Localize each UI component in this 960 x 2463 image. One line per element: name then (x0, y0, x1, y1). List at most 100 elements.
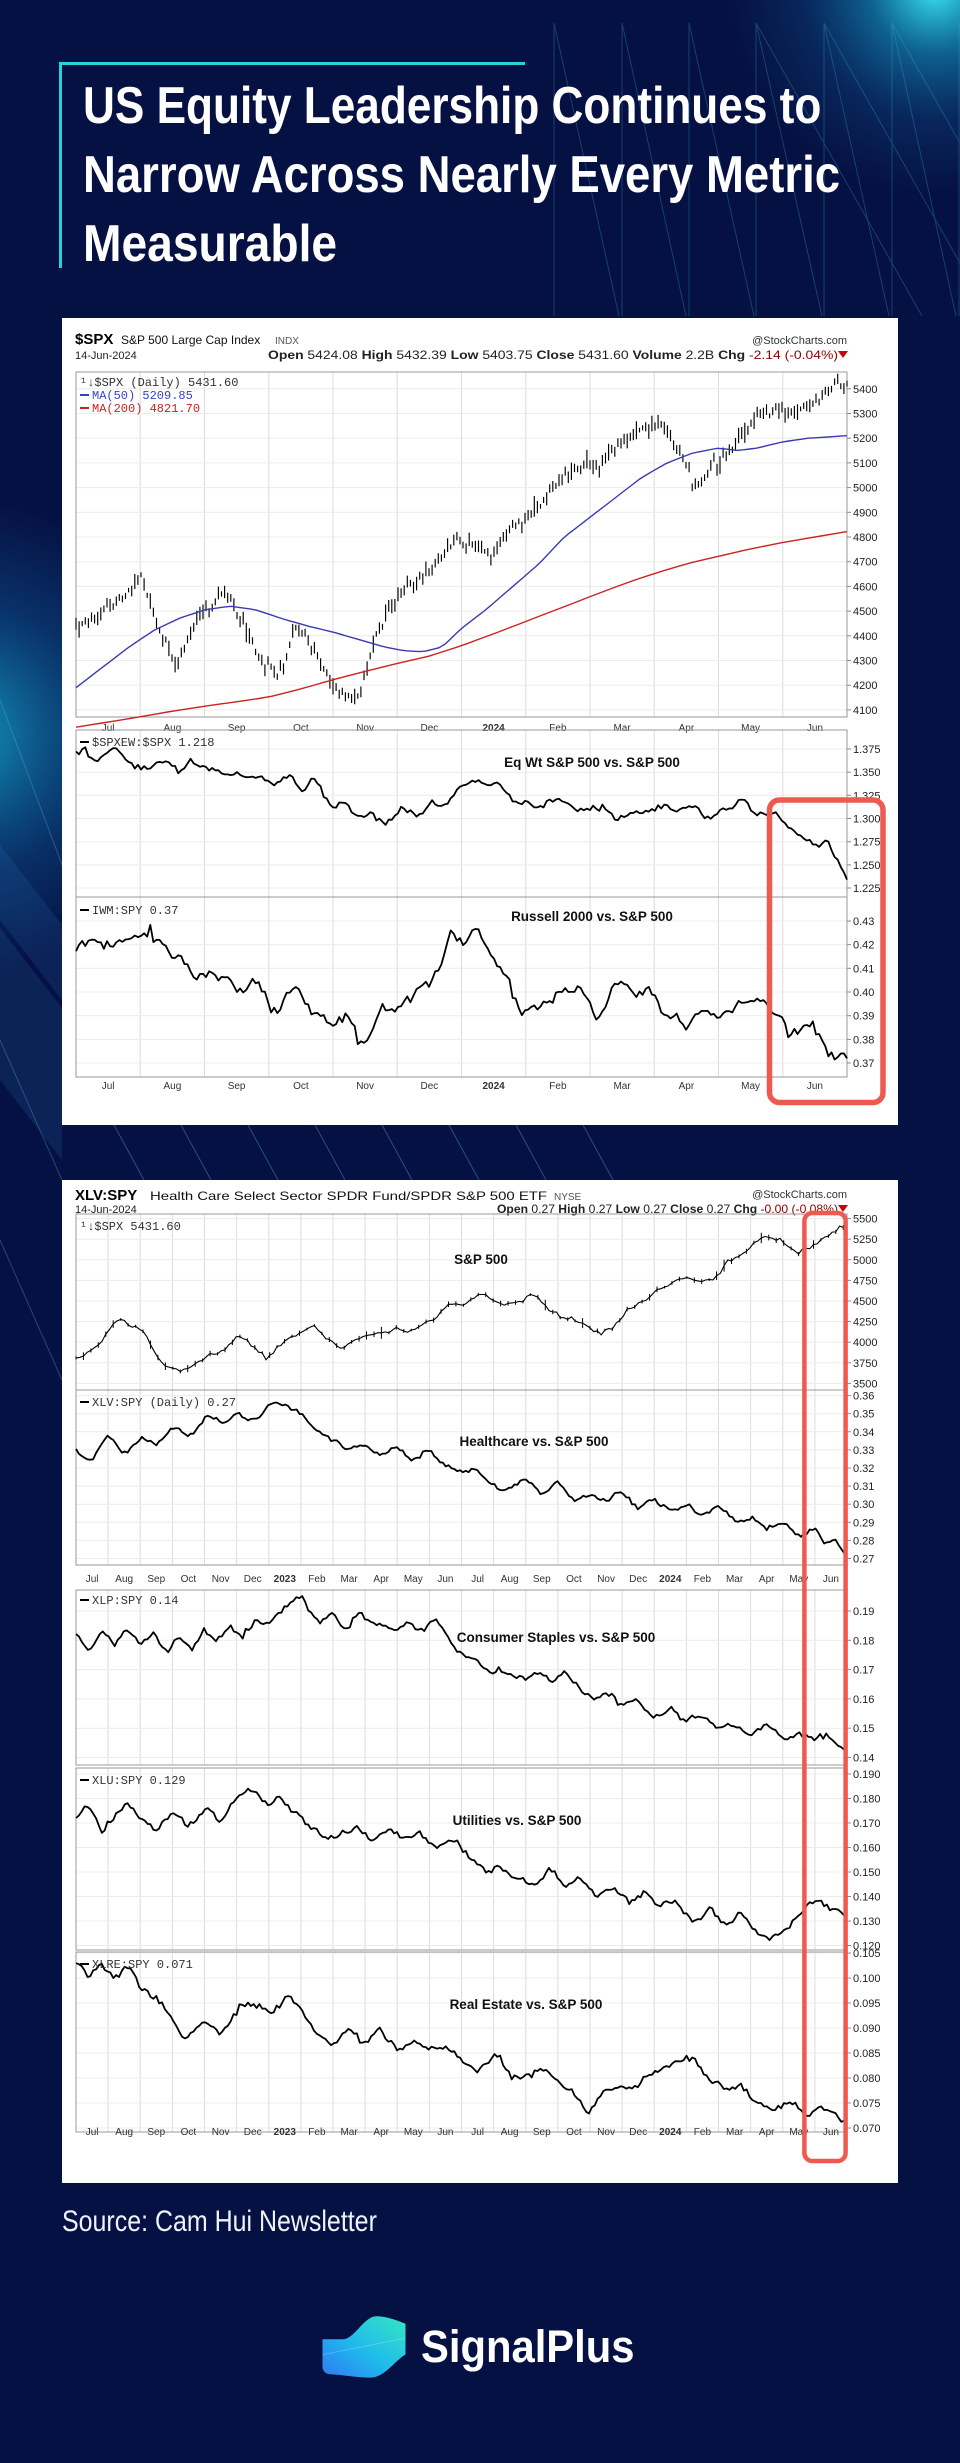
svg-text:Jun: Jun (807, 1081, 823, 1092)
svg-text:XLP:SPY 0.14: XLP:SPY 0.14 (92, 1594, 178, 1608)
svg-text:4300: 4300 (853, 656, 877, 668)
svg-text:¹↓$SPX (Daily) 5431.60: ¹↓$SPX (Daily) 5431.60 (80, 376, 238, 390)
svg-text:Dec: Dec (244, 1574, 262, 1585)
svg-text:NYSE: NYSE (554, 1192, 582, 1203)
svg-text:Consumer Staples vs. S&P 500: Consumer Staples vs. S&P 500 (457, 1630, 656, 1645)
svg-text:Feb: Feb (549, 723, 567, 734)
svg-text:May: May (404, 1574, 423, 1585)
svg-text:0.140: 0.140 (853, 1892, 881, 1904)
svg-text:Oct: Oct (181, 1574, 197, 1585)
svg-text:5000: 5000 (853, 483, 877, 495)
svg-text:Sep: Sep (533, 2127, 551, 2138)
svg-text:@StockCharts.com: @StockCharts.com (752, 335, 847, 347)
svg-text:2023: 2023 (274, 2127, 297, 2138)
svg-text:0.15: 0.15 (853, 1723, 874, 1735)
svg-text:Mar: Mar (726, 1574, 744, 1585)
svg-text:May: May (741, 723, 760, 734)
svg-text:2024: 2024 (659, 2127, 682, 2138)
svg-text:0.37: 0.37 (853, 1058, 874, 1070)
svg-text:Utilities vs. S&P 500: Utilities vs. S&P 500 (453, 1813, 582, 1828)
svg-text:INDX: INDX (275, 336, 299, 347)
svg-text:1.250: 1.250 (853, 860, 881, 872)
svg-text:@StockCharts.com: @StockCharts.com (752, 1189, 847, 1201)
svg-text:May: May (789, 1574, 808, 1585)
svg-text:5000: 5000 (853, 1255, 877, 1267)
svg-text:0.41: 0.41 (853, 963, 874, 975)
svg-text:5400: 5400 (853, 384, 877, 396)
svg-text:Dec: Dec (629, 2127, 647, 2138)
svg-text:Nov: Nov (212, 1574, 230, 1585)
svg-text:XLV:SPY: XLV:SPY (75, 1187, 137, 1204)
svg-text:Oct: Oct (293, 1081, 309, 1092)
svg-text:Oct: Oct (566, 1574, 582, 1585)
svg-text:Aug: Aug (501, 2127, 519, 2138)
svg-text:0.150: 0.150 (853, 1867, 881, 1879)
svg-text:Jun: Jun (437, 1574, 453, 1585)
svg-text:Nov: Nov (597, 2127, 615, 2138)
svg-text:0.190: 0.190 (853, 1769, 881, 1781)
svg-text:4750: 4750 (853, 1275, 877, 1287)
svg-text:14-Jun-2024: 14-Jun-2024 (75, 1204, 137, 1216)
svg-text:$SPX: $SPX (75, 331, 113, 348)
svg-text:Dec: Dec (421, 1081, 439, 1092)
svg-text:0.33: 0.33 (853, 1445, 874, 1457)
svg-text:Feb: Feb (694, 1574, 712, 1585)
svg-text:Healthcare vs. S&P 500: Healthcare vs. S&P 500 (459, 1434, 608, 1449)
svg-text:4100: 4100 (853, 705, 877, 717)
svg-text:4600: 4600 (853, 581, 877, 593)
svg-text:Mar: Mar (613, 1081, 631, 1092)
svg-text:0.28: 0.28 (853, 1535, 874, 1547)
svg-text:¹↓$SPX 5431.60: ¹↓$SPX 5431.60 (80, 1220, 181, 1234)
svg-text:Jul: Jul (86, 1574, 99, 1585)
svg-text:Sep: Sep (228, 723, 246, 734)
svg-text:0.120: 0.120 (853, 1941, 881, 1953)
svg-text:Mar: Mar (340, 2127, 358, 2138)
svg-text:0.19: 0.19 (853, 1606, 874, 1618)
svg-text:0.085: 0.085 (853, 2048, 881, 2060)
svg-text:Apr: Apr (373, 2127, 389, 2138)
svg-text:S&P 500: S&P 500 (454, 1252, 508, 1267)
svg-text:Sep: Sep (228, 1081, 246, 1092)
svg-text:0.34: 0.34 (853, 1427, 874, 1439)
svg-text:Mar: Mar (613, 723, 631, 734)
svg-text:0.070: 0.070 (853, 2123, 881, 2135)
svg-text:MA(50) 5209.85: MA(50) 5209.85 (92, 389, 193, 403)
svg-text:Aug: Aug (501, 1574, 519, 1585)
svg-text:0.160: 0.160 (853, 1843, 881, 1855)
svg-text:Sep: Sep (147, 1574, 165, 1585)
svg-text:Apr: Apr (759, 2127, 775, 2138)
svg-text:4250: 4250 (853, 1317, 877, 1329)
svg-text:0.170: 0.170 (853, 1818, 881, 1830)
svg-text:0.32: 0.32 (853, 1463, 874, 1475)
svg-text:0.39: 0.39 (853, 1011, 874, 1023)
svg-text:5100: 5100 (853, 458, 877, 470)
svg-text:1.300: 1.300 (853, 814, 881, 826)
svg-text:0.095: 0.095 (853, 1998, 881, 2010)
svg-text:Aug: Aug (115, 2127, 133, 2138)
svg-text:XLU:SPY 0.129: XLU:SPY 0.129 (92, 1774, 186, 1788)
svg-text:Mar: Mar (340, 1574, 358, 1585)
svg-text:Feb: Feb (308, 1574, 326, 1585)
svg-text:2023: 2023 (274, 1574, 297, 1585)
svg-text:Jun: Jun (823, 1574, 839, 1585)
svg-text:0.35: 0.35 (853, 1409, 874, 1421)
svg-text:2024: 2024 (659, 1574, 682, 1585)
svg-text:Feb: Feb (549, 1081, 567, 1092)
svg-text:Dec: Dec (421, 723, 439, 734)
svg-text:Apr: Apr (679, 723, 695, 734)
svg-text:0.100: 0.100 (853, 1973, 881, 1985)
svg-text:0.080: 0.080 (853, 2073, 881, 2085)
svg-text:4200: 4200 (853, 680, 877, 692)
svg-text:MA(200) 4821.70: MA(200) 4821.70 (92, 402, 200, 416)
svg-text:Sep: Sep (533, 1574, 551, 1585)
svg-text:0.29: 0.29 (853, 1517, 874, 1529)
svg-text:Nov: Nov (212, 2127, 230, 2138)
svg-text:4000: 4000 (853, 1337, 877, 1349)
svg-text:0.16: 0.16 (853, 1694, 874, 1706)
svg-text:Jun: Jun (437, 2127, 453, 2138)
svg-text:3500: 3500 (853, 1378, 877, 1390)
svg-text:Health Care Select Sector SPDR: Health Care Select Sector SPDR Fund/SPDR… (150, 1189, 547, 1203)
svg-text:May: May (741, 1081, 760, 1092)
svg-text:5200: 5200 (853, 433, 877, 445)
svg-text:4900: 4900 (853, 507, 877, 519)
